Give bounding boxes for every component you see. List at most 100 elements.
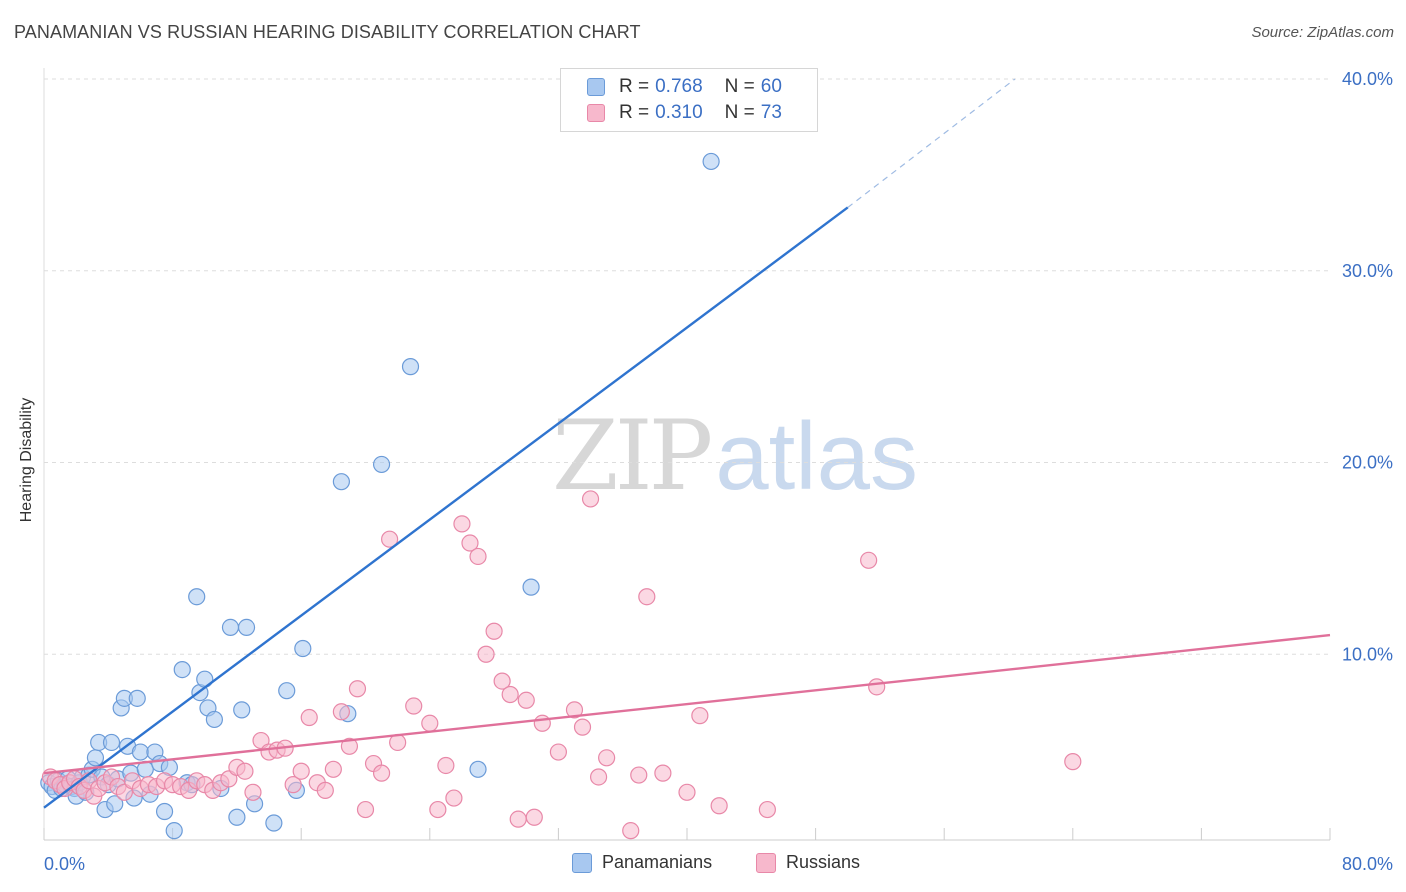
point-russians [381,530,399,548]
legend-r-label: R = [619,102,650,123]
x-tick-label-end: 80.0% [1342,854,1393,874]
point-russians [1064,753,1082,771]
point-russians [421,714,439,732]
point-panamanians [106,795,124,813]
point-russians [348,680,367,698]
series-swatch-panamanians [572,852,592,873]
point-panamanians [221,618,240,637]
point-panamanians [233,701,251,719]
point-russians [630,766,648,784]
point-panamanians [469,760,487,778]
legend-r-label: R = [619,76,650,97]
x-tick-label-start: 0.0% [44,854,85,874]
legend-row-panamanians: R = 0.768 N = 60 [587,74,782,100]
point-panamanians [372,455,391,474]
trend-line-panamanians [43,206,849,809]
point-panamanians [188,588,206,606]
point-panamanians [131,743,150,761]
source-label: Source: ZipAtlas.com [1251,24,1394,41]
point-panamanians [102,733,121,752]
legend-r-value: 0.768 [655,76,703,97]
point-russians [860,551,878,569]
point-russians [429,800,447,819]
point-russians [501,685,519,704]
point-russians [868,678,886,696]
point-panamanians [173,660,191,679]
trend-extension-panamanians [847,78,1016,208]
point-panamanians [86,749,105,767]
point-russians [405,697,423,715]
point-russians [622,822,640,840]
point-russians [300,708,318,727]
point-russians [533,714,551,732]
point-russians [356,800,375,819]
point-panamanians [155,802,174,821]
point-russians [509,810,527,828]
point-panamanians [294,639,312,658]
point-russians [517,691,535,709]
legend-row-russians: R = 0.310 N = 73 [587,100,782,126]
series-legend-label: Russians [786,852,861,872]
point-russians [284,776,302,794]
point-russians [292,762,310,780]
legend-swatch-panamanians [587,78,605,96]
legend-n-value: 73 [760,102,782,123]
point-russians [638,588,656,606]
legend-swatch-russians [587,104,605,122]
point-russians [485,622,503,640]
legend-n-label: N = [724,76,755,97]
point-russians [437,756,455,775]
point-panamanians [332,473,350,491]
point-russians [453,515,471,533]
point-russians [678,783,696,801]
series-legend-panamanians[interactable]: Panamanians [572,852,712,873]
point-panamanians [228,808,246,826]
series-swatch-russians [756,852,776,873]
point-panamanians [165,822,183,840]
point-panamanians [702,152,720,171]
legend-n-label: N = [724,102,755,123]
point-russians [758,800,776,819]
point-russians [549,743,568,761]
series-legend-label: Panamanians [602,852,713,872]
y-tick-label: 30.0% [1342,261,1393,281]
point-russians [581,490,600,508]
series-legend: Panamanians Russians [0,852,1406,878]
point-russians [493,672,511,690]
point-russians [316,781,334,799]
point-russians [324,760,342,778]
point-russians [565,701,584,719]
point-panamanians [205,710,223,729]
point-russians [477,645,495,663]
point-panamanians [237,618,256,637]
correlation-legend: R = 0.768 N = 60 R = 0.310 N = 73 [560,68,818,132]
point-russians [589,768,608,786]
trend-line-russians [43,633,1331,775]
legend-r-value: 0.310 [655,102,703,123]
point-russians [332,703,350,721]
series-legend-russians[interactable]: Russians [756,852,860,873]
point-russians [654,764,672,782]
point-russians [525,808,543,826]
point-panamanians [522,578,540,596]
point-russians [461,534,479,552]
point-russians [236,762,254,780]
point-russians [469,547,487,566]
point-russians [691,707,709,725]
point-panamanians [265,814,283,832]
chart-title: PANAMANIAN VS RUSSIAN HEARING DISABILITY… [14,22,641,42]
point-russians [573,718,592,736]
point-russians [710,797,728,815]
point-russians [598,749,616,767]
point-russians [340,737,359,755]
point-panamanians [278,682,296,700]
point-panamanians [401,358,420,376]
legend-n-value: 60 [760,76,782,97]
y-tick-label: 10.0% [1342,644,1393,664]
point-russians [244,783,262,801]
point-russians [445,789,463,807]
y-tick-label: 40.0% [1342,69,1393,89]
y-axis-label: Hearing Disability [18,397,35,523]
y-tick-label: 20.0% [1342,453,1393,473]
